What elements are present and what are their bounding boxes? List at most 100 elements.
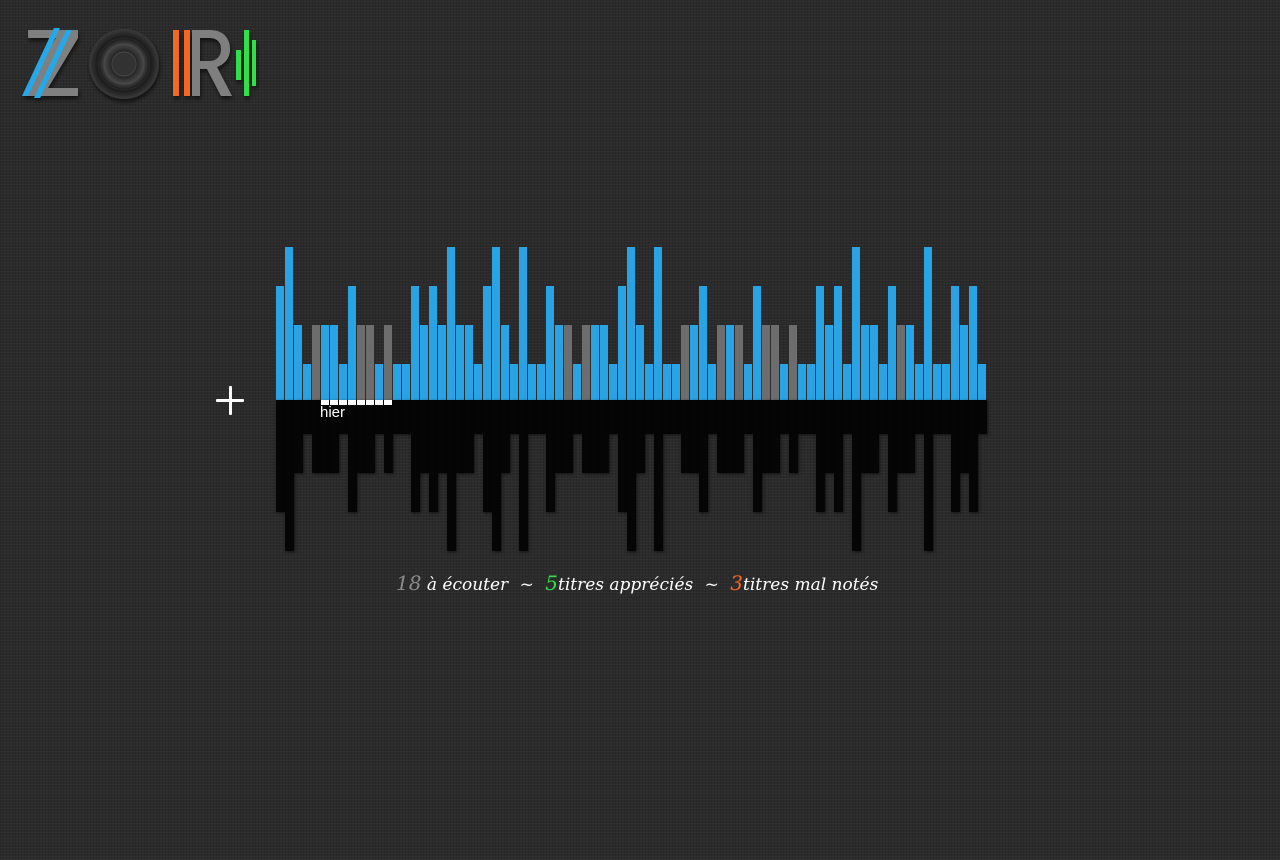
separator: ~ bbox=[519, 575, 534, 595]
day-bar[interactable] bbox=[915, 364, 923, 400]
day-bar[interactable] bbox=[573, 364, 581, 400]
day-bar[interactable] bbox=[591, 325, 599, 400]
day-bar[interactable] bbox=[933, 364, 941, 400]
day-bar[interactable] bbox=[951, 286, 959, 400]
day-bar[interactable] bbox=[834, 286, 842, 400]
day-bar[interactable] bbox=[348, 286, 356, 400]
add-plus-icon[interactable] bbox=[214, 384, 246, 416]
day-bar[interactable] bbox=[861, 325, 869, 400]
day-bar[interactable] bbox=[402, 364, 410, 400]
day-bar-reflection bbox=[582, 400, 591, 473]
day-bar[interactable] bbox=[843, 364, 851, 400]
day-bar[interactable] bbox=[690, 325, 698, 400]
day-bar[interactable] bbox=[753, 286, 761, 400]
day-bar[interactable] bbox=[825, 325, 833, 400]
day-bar[interactable] bbox=[510, 364, 518, 400]
day-bar[interactable] bbox=[357, 325, 365, 400]
day-bar[interactable] bbox=[960, 325, 968, 400]
day-bar-reflection bbox=[690, 400, 699, 473]
day-bar[interactable] bbox=[474, 364, 482, 400]
day-bar-reflection bbox=[501, 400, 510, 473]
day-bar[interactable] bbox=[285, 247, 293, 400]
day-bar[interactable] bbox=[582, 325, 590, 400]
day-bar[interactable] bbox=[411, 286, 419, 400]
day-bar-reflection bbox=[681, 400, 690, 473]
day-bar[interactable] bbox=[438, 325, 446, 400]
day-bar[interactable] bbox=[663, 364, 671, 400]
day-bar[interactable] bbox=[492, 247, 500, 400]
day-bar[interactable] bbox=[276, 286, 284, 400]
day-bar[interactable] bbox=[942, 364, 950, 400]
day-bar[interactable] bbox=[564, 325, 572, 400]
day-bar[interactable] bbox=[681, 325, 689, 400]
marker-segment bbox=[366, 400, 374, 405]
day-bar[interactable] bbox=[375, 364, 383, 400]
day-bar[interactable] bbox=[807, 364, 815, 400]
day-bar[interactable] bbox=[330, 325, 338, 400]
day-bar[interactable] bbox=[465, 325, 473, 400]
day-bar[interactable] bbox=[879, 364, 887, 400]
day-bar[interactable] bbox=[447, 247, 455, 400]
day-bar-reflection bbox=[294, 400, 303, 473]
day-bar[interactable] bbox=[726, 325, 734, 400]
day-bar-reflection bbox=[870, 400, 879, 473]
day-bar[interactable] bbox=[312, 325, 320, 400]
day-bar[interactable] bbox=[636, 325, 644, 400]
day-bar[interactable] bbox=[546, 286, 554, 400]
day-bar[interactable] bbox=[600, 325, 608, 400]
day-bar[interactable] bbox=[717, 325, 725, 400]
day-bar[interactable] bbox=[906, 325, 914, 400]
day-bar[interactable] bbox=[735, 325, 743, 400]
day-bar[interactable] bbox=[870, 325, 878, 400]
day-bar[interactable] bbox=[888, 286, 896, 400]
day-bar[interactable] bbox=[627, 247, 635, 400]
disliked-label[interactable]: titres mal notés bbox=[743, 575, 879, 595]
day-bar[interactable] bbox=[789, 325, 797, 400]
day-bar[interactable] bbox=[528, 364, 536, 400]
logo-letter-r bbox=[192, 30, 232, 96]
day-bar[interactable] bbox=[501, 325, 509, 400]
day-bar-reflection bbox=[654, 400, 663, 551]
day-bar-reflection bbox=[555, 400, 564, 473]
day-bar[interactable] bbox=[420, 325, 428, 400]
day-bar[interactable] bbox=[771, 325, 779, 400]
day-bar[interactable] bbox=[924, 247, 932, 400]
day-bar[interactable] bbox=[519, 247, 527, 400]
day-bar[interactable] bbox=[672, 364, 680, 400]
day-bar[interactable] bbox=[645, 364, 653, 400]
day-bar[interactable] bbox=[609, 364, 617, 400]
day-bar[interactable] bbox=[456, 325, 464, 400]
day-bar[interactable] bbox=[618, 286, 626, 400]
day-bar[interactable] bbox=[483, 286, 491, 400]
to-listen-label[interactable]: à écouter bbox=[426, 575, 509, 595]
day-bar[interactable] bbox=[555, 325, 563, 400]
day-bar[interactable] bbox=[816, 286, 824, 400]
liked-label[interactable]: titres appréciés bbox=[557, 575, 694, 595]
day-bar[interactable] bbox=[708, 364, 716, 400]
day-bar[interactable] bbox=[294, 325, 302, 400]
day-bar[interactable] bbox=[978, 364, 986, 400]
day-bar[interactable] bbox=[654, 247, 662, 400]
day-bar[interactable] bbox=[798, 364, 806, 400]
zori-logo[interactable] bbox=[20, 24, 260, 108]
day-bar[interactable] bbox=[852, 247, 860, 400]
to-listen-count[interactable]: 18 bbox=[396, 571, 422, 595]
day-bar-reflection bbox=[321, 400, 330, 473]
disliked-count[interactable]: 3 bbox=[730, 571, 744, 595]
day-bar[interactable] bbox=[780, 364, 788, 400]
day-bar[interactable] bbox=[969, 286, 977, 400]
liked-count[interactable]: 5 bbox=[545, 571, 558, 595]
day-bar[interactable] bbox=[339, 364, 347, 400]
day-bar[interactable] bbox=[699, 286, 707, 400]
day-bar[interactable] bbox=[744, 364, 752, 400]
day-bar[interactable] bbox=[897, 325, 905, 400]
day-bar[interactable] bbox=[537, 364, 545, 400]
day-bar[interactable] bbox=[303, 364, 311, 400]
day-bar-reflection bbox=[591, 400, 600, 473]
day-bar[interactable] bbox=[366, 325, 374, 400]
day-bar[interactable] bbox=[762, 325, 770, 400]
day-bar[interactable] bbox=[384, 325, 392, 400]
day-bar[interactable] bbox=[429, 286, 437, 400]
day-bar[interactable] bbox=[321, 325, 329, 400]
day-bar[interactable] bbox=[393, 364, 401, 400]
